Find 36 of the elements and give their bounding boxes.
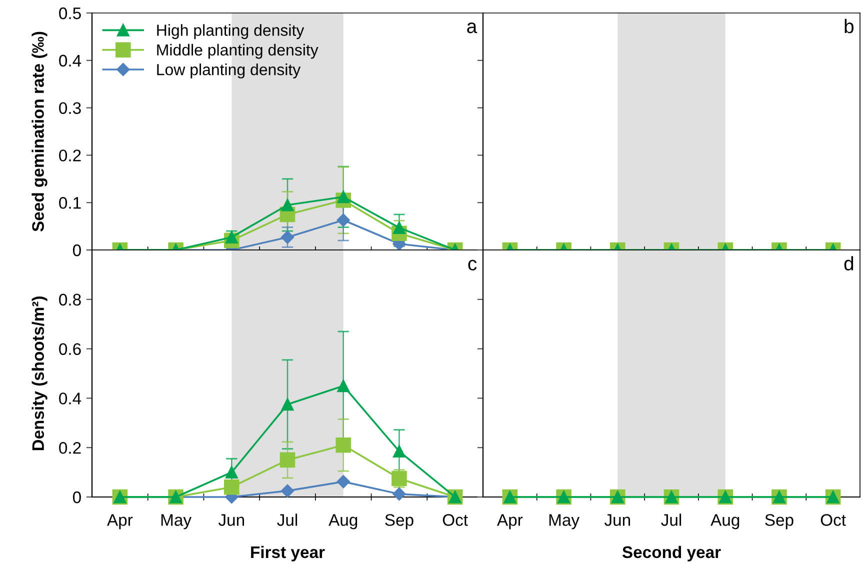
annotation: b (844, 18, 854, 34)
legend-label: High planting density (157, 24, 304, 40)
x-tick-label: Sep (385, 514, 414, 530)
y-tick-label: 0.8 (59, 294, 81, 306)
y-tick-label: 0.4 (59, 54, 82, 67)
y-tick-label: 0.6 (59, 343, 81, 356)
y-tick-label: 0.4 (59, 392, 82, 404)
y-tick-label: 0.2 (59, 442, 81, 454)
x-tick-label: Oct (820, 514, 846, 526)
y-tick-label: 0 (72, 244, 81, 256)
x-tick-label: Jun (218, 514, 244, 526)
y-tick-label: 0.2 (59, 150, 81, 162)
x-tick-label: Apr (496, 514, 523, 530)
x-axis-title: First year (251, 546, 325, 562)
y-tick-label: 0 (72, 491, 81, 504)
y-axis-title: Density (shoots/m²) (32, 296, 48, 450)
x-tick-label: Aug (328, 514, 358, 530)
x-tick-label: Oct (442, 514, 468, 526)
y-tick-label: 0.3 (59, 102, 81, 114)
annotation: c (468, 260, 477, 270)
x-tick-label: May (161, 514, 192, 530)
x-axis-title: Second year (622, 546, 721, 562)
annotation: d (844, 256, 854, 270)
x-tick-label: Sep (765, 514, 794, 530)
annotation: a (467, 22, 478, 34)
x-tick-label: Apr (106, 514, 133, 530)
legend-label: Middle planting density (157, 44, 318, 59)
x-tick-label: May (549, 514, 580, 530)
y-tick-label: 0.5 (59, 7, 81, 20)
legend-label: Low planting density (157, 64, 301, 78)
x-tick-label: Aug (710, 514, 740, 530)
y-tick-label: 0.1 (59, 197, 81, 209)
y-axis-title: Seed gemination rate (‰) (32, 32, 48, 232)
x-tick-label: Jul (277, 514, 298, 526)
x-tick-label: Jul (661, 514, 682, 526)
x-tick-label: Jun (604, 514, 630, 526)
